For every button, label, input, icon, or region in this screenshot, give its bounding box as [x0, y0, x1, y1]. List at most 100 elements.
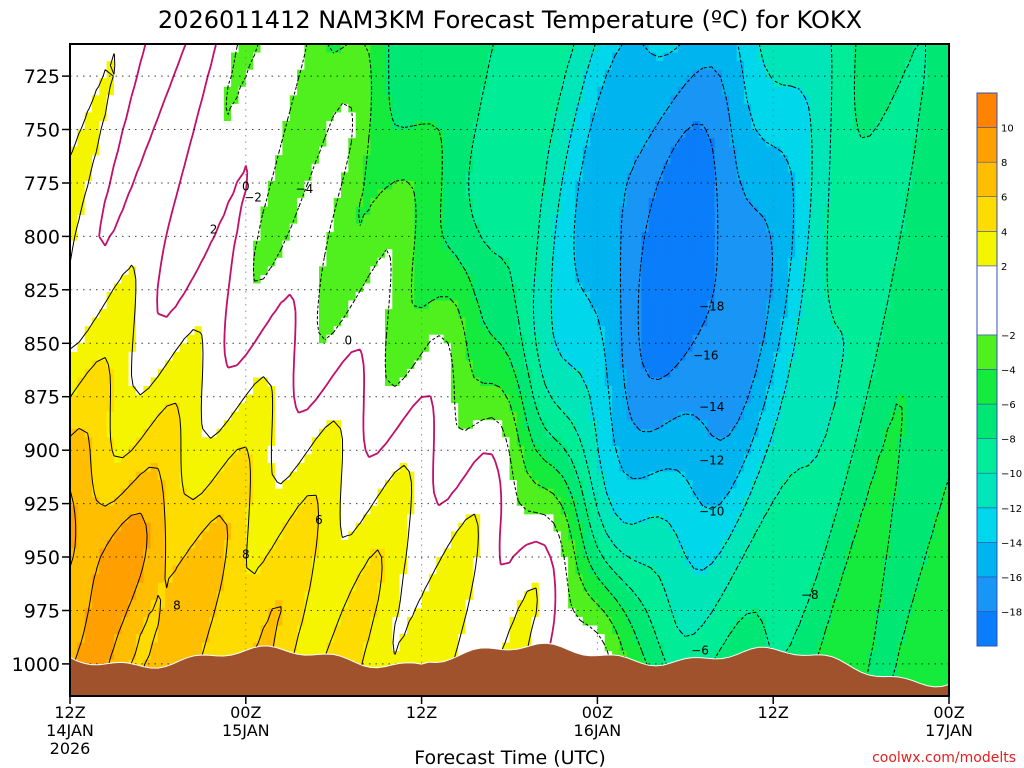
field-cell	[516, 343, 525, 353]
field-cell	[253, 531, 261, 541]
field-cell	[341, 608, 349, 618]
field-cell	[421, 514, 430, 524]
chart-title: 2026011412 NAM3KM Forecast Temperature (…	[158, 6, 862, 34]
field-cell	[494, 44, 503, 54]
field-cell	[157, 283, 166, 293]
field-cell	[355, 480, 364, 490]
field-cell	[326, 189, 335, 199]
field-cell	[502, 52, 511, 62]
field-cell	[421, 599, 430, 609]
field-cell	[355, 52, 364, 62]
field-cell	[363, 548, 371, 558]
field-cell	[421, 78, 430, 88]
field-cell	[157, 266, 166, 276]
field-cell	[399, 240, 408, 250]
field-cell	[165, 223, 174, 233]
field-cell	[179, 197, 188, 208]
field-cell	[458, 522, 467, 532]
field-cell	[377, 625, 386, 635]
field-cell	[385, 608, 393, 618]
field-cell	[443, 642, 452, 652]
field-cell	[414, 531, 423, 541]
field-cell	[392, 360, 401, 370]
field-cell	[407, 223, 415, 233]
field-cell	[84, 189, 93, 199]
field-cell	[421, 189, 430, 199]
field-cell	[428, 215, 437, 225]
field-cell	[201, 138, 210, 148]
field-cell	[472, 69, 481, 79]
field-cell	[128, 651, 137, 661]
field-cell	[377, 394, 386, 404]
field-cell	[238, 445, 247, 456]
field-cell	[509, 522, 518, 532]
field-cell	[311, 505, 320, 515]
field-cell	[421, 197, 430, 208]
field-cell	[472, 386, 481, 396]
field-cell	[172, 163, 181, 173]
field-cell	[282, 172, 291, 182]
field-cell	[231, 625, 239, 635]
field-cell	[106, 497, 115, 507]
field-cell	[407, 86, 415, 96]
field-cell	[238, 454, 247, 464]
field-cell	[443, 326, 452, 336]
field-cell	[414, 138, 423, 148]
field-cell	[99, 471, 108, 481]
field-cell	[289, 488, 298, 498]
field-cell	[458, 539, 467, 550]
field-cell	[260, 249, 269, 259]
field-cell	[304, 471, 313, 481]
field-cell	[407, 274, 415, 285]
field-cell	[165, 334, 174, 344]
field-cell	[502, 642, 511, 652]
field-cell	[450, 309, 459, 319]
field-cell	[458, 334, 467, 344]
field-cell	[363, 608, 371, 618]
field-cell	[414, 368, 423, 379]
field-cell	[538, 360, 547, 370]
field-cell	[319, 608, 327, 618]
field-cell	[231, 343, 239, 353]
field-cell	[150, 343, 159, 353]
field-cell	[297, 232, 305, 242]
field-cell	[187, 368, 196, 379]
field-cell	[231, 480, 239, 490]
field-cell	[385, 497, 393, 507]
field-cell	[157, 300, 166, 310]
field-cell	[165, 103, 174, 114]
field-cell	[494, 574, 503, 584]
field-cell	[187, 189, 196, 199]
field-cell	[399, 420, 408, 430]
field-cell	[443, 454, 452, 464]
field-cell	[502, 377, 511, 387]
field-cell	[172, 155, 181, 165]
field-cell	[157, 428, 166, 438]
field-cell	[377, 300, 386, 310]
field-cell	[135, 557, 144, 567]
field-cell	[201, 394, 210, 404]
field-cell	[245, 146, 254, 156]
field-cell	[135, 386, 144, 396]
field-cell	[267, 582, 276, 592]
field-cell	[92, 608, 100, 618]
field-cell	[465, 471, 474, 481]
field-cell	[516, 172, 525, 182]
field-cell	[531, 480, 540, 490]
field-cell	[480, 103, 489, 114]
field-cell	[238, 189, 247, 199]
field-cell	[502, 292, 511, 302]
field-cell	[370, 163, 379, 173]
field-cell	[157, 292, 166, 302]
field-cell	[319, 497, 327, 507]
field-cell	[326, 172, 335, 182]
field-cell	[84, 634, 93, 644]
field-cell	[128, 52, 137, 62]
field-cell	[245, 616, 254, 627]
field-cell	[341, 95, 349, 105]
field-cell	[502, 514, 511, 524]
field-cell	[319, 189, 327, 199]
field-cell	[421, 394, 430, 404]
field-cell	[399, 368, 408, 379]
field-cell	[114, 309, 122, 319]
